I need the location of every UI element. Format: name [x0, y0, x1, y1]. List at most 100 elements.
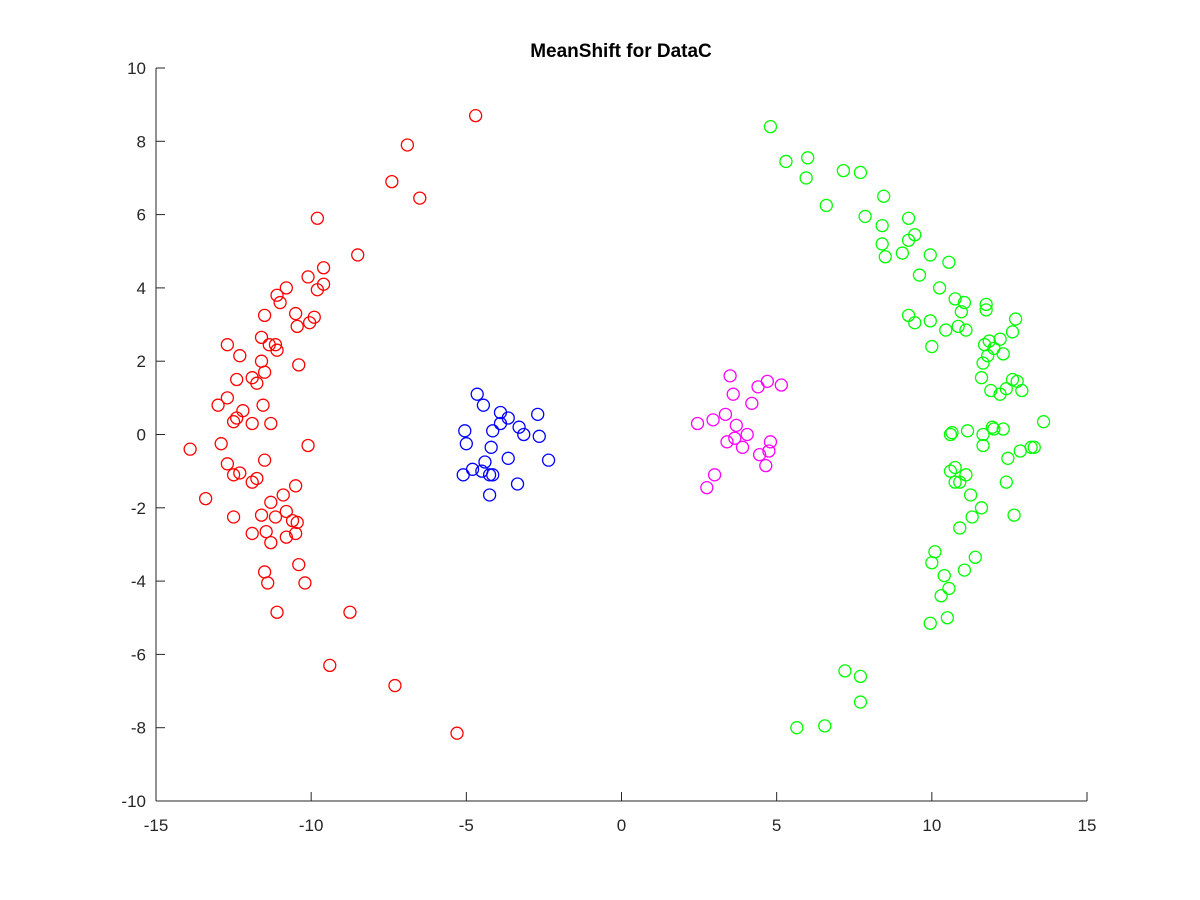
data-point [279, 530, 293, 544]
data-point [290, 515, 304, 530]
data-point [264, 495, 278, 509]
data-point [270, 288, 284, 302]
data-point [199, 491, 213, 506]
data-point [226, 468, 241, 482]
data-point [264, 416, 278, 431]
data-point [740, 427, 754, 442]
data-point [257, 565, 272, 579]
data-point [729, 418, 743, 432]
data-point [999, 475, 1013, 489]
data-point [301, 438, 315, 453]
data-point [959, 323, 973, 337]
data-point [937, 568, 951, 583]
y-tick-label: 4 [137, 279, 146, 298]
data-point [996, 347, 1010, 361]
data-point [1005, 372, 1020, 387]
data-point [979, 303, 993, 317]
data-point [1001, 451, 1015, 465]
data-point [974, 501, 989, 515]
data-point [458, 424, 472, 438]
data-point [960, 424, 975, 438]
data-point [925, 339, 939, 354]
data-point [236, 404, 250, 418]
data-point [728, 431, 742, 445]
data-point [226, 415, 241, 429]
data-point [959, 468, 973, 482]
data-point [351, 248, 365, 262]
data-point [273, 295, 287, 310]
x-ticks: -15 -10 -5 0 5 10 15 [144, 792, 1096, 835]
data-point [895, 246, 910, 260]
data-point [486, 468, 500, 482]
data-point [875, 237, 889, 251]
series-3 [690, 369, 788, 495]
x-tick-label: -15 [144, 816, 169, 835]
data-point [220, 391, 235, 405]
y-tick-label: -6 [131, 645, 146, 664]
data-point [957, 563, 972, 577]
data-point [257, 365, 272, 379]
data-point [993, 387, 1007, 401]
data-point [482, 488, 497, 502]
data-point [245, 526, 259, 541]
data-point [220, 338, 235, 352]
data-point [901, 308, 916, 323]
data-point [400, 138, 415, 152]
data-point [723, 369, 737, 383]
data-point [925, 556, 939, 570]
data-point [984, 383, 998, 398]
x-tick-label: 0 [617, 816, 626, 835]
y-tick-label: 10 [127, 59, 146, 78]
data-point [257, 453, 272, 467]
data-point [279, 281, 293, 295]
data-point [923, 616, 937, 630]
y-tick-label: -10 [121, 792, 146, 811]
axes [155, 68, 1087, 802]
data-point [413, 191, 427, 205]
data-point [987, 422, 1001, 436]
series-4 [763, 119, 1051, 735]
data-point [877, 189, 891, 203]
data-point [993, 332, 1007, 346]
data-point [512, 420, 526, 434]
data-point [985, 420, 999, 434]
data-point [385, 174, 399, 189]
data-point [482, 468, 497, 482]
data-point [517, 427, 531, 442]
data-point [953, 475, 967, 489]
data-point [908, 316, 922, 330]
data-point [532, 429, 546, 443]
data-point [923, 314, 937, 328]
data-point [760, 374, 775, 389]
data-point [996, 422, 1010, 436]
data-point [270, 343, 284, 357]
data-point [468, 108, 483, 123]
data-point [928, 545, 942, 559]
y-tick-label: -8 [131, 719, 146, 738]
data-point [912, 268, 927, 282]
data-point [211, 398, 225, 412]
data-point [1027, 440, 1041, 454]
data-point [541, 453, 556, 467]
data-point [763, 119, 778, 134]
data-point [256, 398, 270, 412]
data-point [220, 457, 235, 471]
data-point [690, 416, 705, 431]
data-point [858, 209, 872, 224]
data-point [726, 387, 740, 401]
data-point [343, 605, 357, 619]
x-tick-label: 10 [922, 816, 941, 835]
data-point [1036, 415, 1051, 429]
data-point [290, 319, 304, 334]
data-point [1024, 440, 1038, 454]
data-point [302, 316, 317, 330]
data-point [323, 658, 337, 673]
data-point [388, 678, 402, 693]
data-point [901, 233, 916, 247]
data-point [245, 416, 259, 431]
data-point [316, 261, 331, 275]
y-tick-label: 8 [137, 132, 146, 151]
data-point [853, 669, 868, 684]
data-point [875, 218, 889, 233]
